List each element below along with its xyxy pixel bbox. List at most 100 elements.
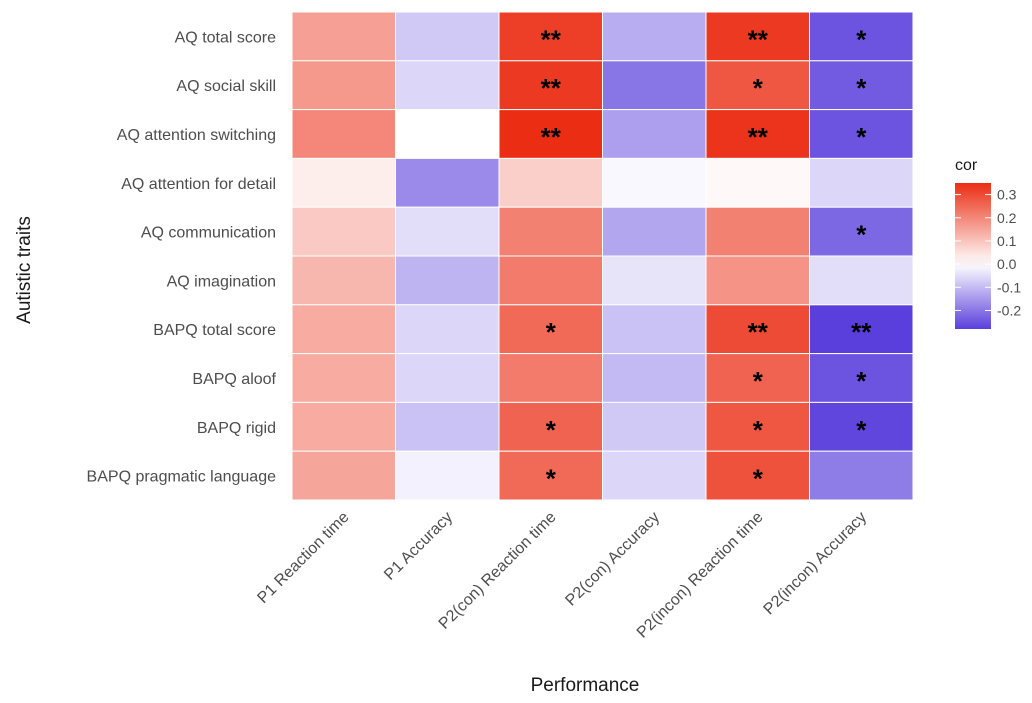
heatmap-cell [498,304,603,355]
x-axis-title: Performance [531,675,640,696]
heatmap-cell [291,109,396,159]
heatmap-cell [705,60,810,111]
heatmap-cell [395,450,500,501]
legend-tick-label: 0.3 [997,187,1017,203]
significance-label: * [856,366,867,396]
x-tick-label: P1 Accuracy [381,509,456,584]
heatmap-cell [291,157,396,208]
y-axis-title: Autistic traits [14,216,35,324]
heatmap-cell [395,157,500,208]
heatmap-cell [395,255,500,306]
x-tick-label: P2(con) Accuracy [562,509,663,610]
heatmap-cell [498,157,603,208]
y-tick-label: BAPQ pragmatic language [87,469,277,486]
significance-label: * [856,220,867,250]
y-tick-label: AQ imagination [167,273,276,290]
significance-label: ** [541,24,562,54]
heatmap-cell [705,450,810,501]
y-tick-label: BAPQ aloof [192,371,276,388]
heatmap-cell [705,157,810,208]
heatmap-cell [291,255,396,306]
heatmap-cell [809,304,914,355]
heatmap-cell [809,109,914,159]
y-tick-label: AQ communication [141,225,276,242]
heatmap-cell [291,450,396,501]
heatmap-cell [498,206,603,257]
heatmap-cell [602,109,707,159]
significance-label: ** [748,24,769,54]
heatmap-cell [705,11,810,62]
heatmap-cell [809,353,914,403]
heatmap-cell [498,60,603,111]
heatmap-cell [395,206,500,257]
significance-label: * [753,415,764,445]
heatmap-cell [291,401,396,452]
heatmap-cell [291,60,396,111]
y-tick-label: AQ attention for detail [121,176,276,193]
significance-label: ** [748,317,769,347]
heatmap-cell [498,353,603,403]
heatmap-cell [602,157,707,208]
significance-label: * [546,415,557,445]
significance-label: * [856,122,867,152]
legend-tick-label: 0.1 [997,233,1017,249]
legend-tick-label: -0.2 [997,302,1021,318]
heatmap-cell [498,11,603,62]
heatmap-cell [395,304,500,355]
heatmap-cell [291,206,396,257]
significance-label: * [856,73,867,103]
heatmap-cell [498,255,603,306]
heatmap-cell [602,11,707,62]
heatmap-cell [395,109,500,159]
heatmap-cell [291,353,396,403]
heatmap-cell [809,157,914,208]
y-tick-label: BAPQ rigid [197,420,276,437]
legend-tick-label: 0.2 [997,210,1017,226]
heatmap-cell [602,353,707,403]
heatmap-cell [602,206,707,257]
heatmap-cells [291,11,914,501]
significance-label: * [753,464,764,494]
heatmap-cell [602,450,707,501]
significance-label: * [856,24,867,54]
legend-title: cor [955,157,978,174]
significance-label: * [753,73,764,103]
legend-colorbar [955,183,991,329]
heatmap-cell [705,109,810,159]
y-tick-labels: AQ total score AQ social skill AQ attentio… [87,29,277,485]
significance-label: ** [748,122,769,152]
heatmap-cell [291,304,396,355]
significance-label: ** [851,317,872,347]
color-legend: cor 0.3 0.2 0.1 0.0 -0.1 -0.2 [955,157,1021,329]
heatmap-cell [809,450,914,501]
heatmap-cell [809,255,914,306]
heatmap-cell [395,11,500,62]
heatmap-cell [395,60,500,111]
significance-label: * [546,317,557,347]
y-tick-label: AQ total score [175,29,276,46]
heatmap-cell [395,353,500,403]
heatmap-cell [705,353,810,403]
heatmap-cell [809,206,914,257]
legend-ticks: 0.3 0.2 0.1 0.0 -0.1 -0.2 [955,187,1021,318]
heatmap-cell [291,11,396,62]
significance-labels: ** ** *** * *** ** *** ** *** ** * ** * [541,24,873,493]
x-tick-label: P1 Reaction time [254,509,352,607]
significance-label: * [753,366,764,396]
heatmap-cell [602,401,707,452]
heatmap-cell [705,255,810,306]
legend-tick-label: 0.0 [997,256,1017,272]
heatmap-cell [395,401,500,452]
significance-label: * [546,464,557,494]
legend-tick-label: -0.1 [997,279,1021,295]
y-tick-label: AQ attention switching [117,127,276,144]
significance-label: ** [541,122,562,152]
heatmap-cell [705,206,810,257]
y-tick-label: AQ social skill [176,78,276,95]
heatmap-cell [602,60,707,111]
heatmap-cell [498,109,603,159]
y-tick-label: BAPQ total score [153,322,276,339]
